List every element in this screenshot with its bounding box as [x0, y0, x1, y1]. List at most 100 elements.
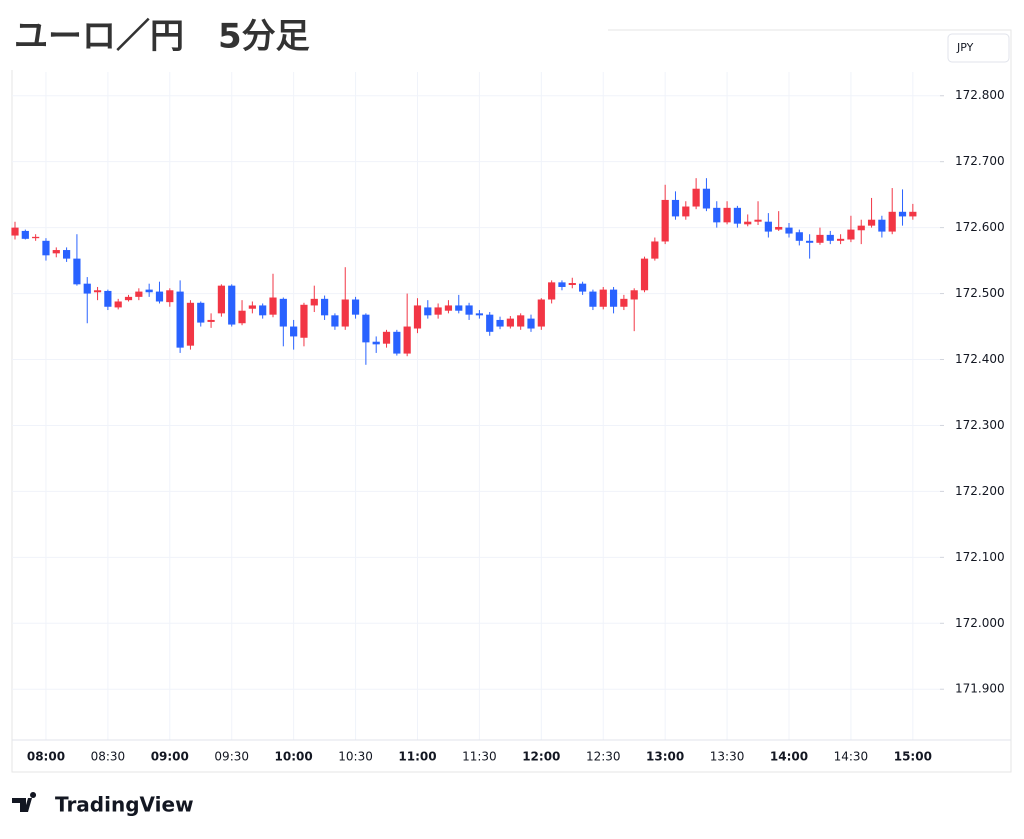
chart-frame: [11, 29, 1012, 773]
candle-body: [888, 211, 896, 232]
grid: [12, 72, 940, 740]
candle-body: [733, 207, 741, 224]
candle-body: [21, 230, 29, 239]
x-tick-label: 15:00: [894, 750, 932, 764]
candle-body: [228, 285, 236, 325]
candle-body: [579, 283, 587, 292]
x-tick-label: 13:30: [710, 750, 745, 764]
candle-body: [620, 298, 628, 307]
y-tick-label: 172.700: [955, 154, 1005, 168]
candle-body: [145, 289, 153, 293]
candle-body: [537, 299, 545, 327]
candle-body: [867, 219, 876, 226]
candle-body: [73, 258, 81, 285]
candle-body: [290, 326, 298, 337]
candle-body: [176, 291, 184, 348]
candle-body: [238, 310, 246, 324]
x-tick-label: 08:00: [27, 750, 65, 764]
brand-logo: TradingView: [12, 792, 194, 817]
candle-body: [372, 341, 380, 345]
y-tick-label: 172.500: [955, 286, 1005, 300]
candle-body: [341, 299, 349, 327]
candle-body: [486, 314, 494, 332]
candle-body: [310, 298, 318, 306]
candle-body: [393, 331, 401, 354]
candle-body: [351, 299, 360, 315]
candle-body: [909, 211, 917, 217]
candle-body: [155, 291, 164, 302]
candle-body: [806, 240, 814, 243]
candle-body: [52, 250, 60, 254]
candle-body: [434, 307, 442, 315]
title-bg: [0, 0, 608, 70]
x-tick-label: 14:30: [834, 750, 869, 764]
candle-body: [837, 238, 845, 241]
y-tick-label: 172.600: [955, 220, 1005, 234]
candle-body: [362, 314, 370, 343]
y-tick-label: 172.400: [955, 352, 1005, 366]
candle-body: [857, 225, 865, 231]
y-tick-label: 172.100: [955, 550, 1005, 564]
candle-body: [661, 199, 669, 242]
candle-body: [197, 302, 205, 323]
x-tick-label: 09:30: [214, 750, 249, 764]
candle-body: [548, 282, 556, 300]
currency-label: JPY: [956, 41, 974, 54]
brand-name: TradingView: [55, 793, 194, 817]
candle-body: [124, 296, 133, 301]
candle-body: [413, 305, 422, 329]
candle-body: [651, 241, 659, 259]
candle-body: [496, 319, 504, 327]
candle-body: [114, 301, 122, 308]
candle-body: [558, 282, 566, 287]
candle-body: [135, 291, 143, 297]
candle-body: [83, 283, 91, 294]
candle-body: [826, 234, 834, 241]
x-tick-label: 08:30: [91, 750, 126, 764]
candle-body: [279, 298, 287, 327]
y-tick-label: 172.800: [955, 88, 1005, 102]
candle-body: [207, 319, 215, 322]
candle-body: [186, 302, 195, 346]
y-tick-label: 172.300: [955, 418, 1005, 432]
candle-body: [42, 240, 50, 256]
y-tick-label: 172.200: [955, 484, 1005, 498]
x-tick-label: 12:00: [522, 750, 560, 764]
candle-body: [609, 289, 618, 307]
candle-body: [475, 313, 483, 316]
y-tick-label: 172.000: [955, 616, 1005, 630]
x-tick-label: 09:00: [151, 750, 189, 764]
x-tick-label: 10:30: [338, 750, 373, 764]
candle-body: [723, 207, 731, 223]
candle-body: [424, 307, 432, 316]
candle-body: [568, 283, 576, 285]
x-tick-label: 13:00: [646, 750, 684, 764]
candle-body: [331, 315, 339, 327]
candle-body: [455, 305, 463, 311]
y-tick-label: 171.900: [955, 682, 1005, 696]
candle-body: [640, 258, 649, 291]
candle-body: [682, 206, 690, 217]
candle-body: [269, 297, 277, 315]
candle-body: [382, 331, 391, 344]
candle-body: [527, 318, 535, 329]
candle-body: [444, 305, 453, 311]
chart-title: ユーロ／円 5分足: [14, 17, 310, 57]
candle-body: [321, 298, 329, 316]
candle-body: [713, 207, 721, 223]
candle-body: [248, 305, 256, 309]
candle-body: [744, 221, 752, 225]
candle-body: [93, 290, 102, 293]
candle-body: [589, 291, 597, 307]
x-tick-label: 11:30: [462, 750, 497, 764]
x-tick-label: 10:00: [275, 750, 313, 764]
candle-body: [259, 305, 267, 316]
currency-box: [947, 33, 1010, 63]
candle-body: [630, 290, 638, 300]
candle-body: [671, 199, 680, 217]
candle-body: [465, 305, 473, 315]
candle-body: [764, 221, 772, 232]
candle-body: [847, 229, 855, 240]
